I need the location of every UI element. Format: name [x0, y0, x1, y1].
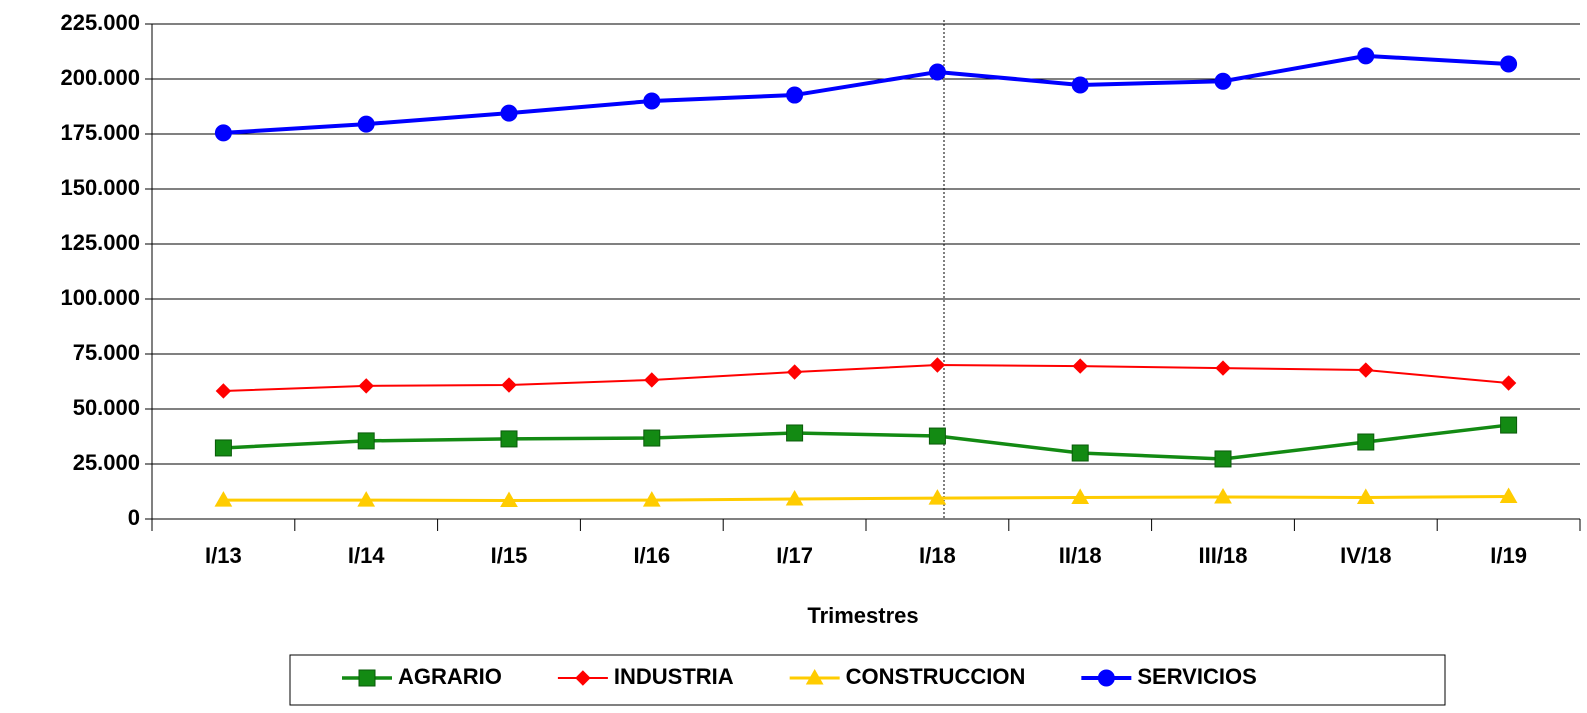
x-tick-label: II/18 [1059, 543, 1102, 568]
x-axis-title: Trimestres [807, 603, 918, 628]
data-point [358, 378, 374, 394]
y-tick-label: 175.000 [60, 120, 140, 145]
data-point [1500, 55, 1518, 73]
data-point [1357, 47, 1375, 65]
y-tick-label: 100.000 [60, 285, 140, 310]
data-point [1072, 358, 1088, 374]
data-point [643, 429, 661, 447]
data-point [786, 364, 803, 380]
data-point [1214, 72, 1232, 90]
x-tick-label: I/17 [776, 543, 813, 568]
data-point [1357, 433, 1375, 451]
data-point [214, 491, 233, 507]
data-point [644, 372, 660, 388]
data-point [1500, 416, 1518, 434]
data-point [643, 92, 661, 110]
data-point [786, 424, 804, 442]
data-point [786, 86, 804, 104]
data-point [1214, 450, 1232, 468]
data-point [929, 357, 946, 373]
y-tick-label: 0 [128, 505, 140, 530]
data-point [357, 432, 375, 450]
data-point [928, 489, 947, 505]
series-line [223, 423, 1509, 461]
data-point [1215, 360, 1231, 376]
series-line [223, 495, 1509, 503]
data-point [214, 439, 232, 457]
x-tick-label: I/15 [491, 543, 528, 568]
data-point [1356, 488, 1375, 504]
data-point [357, 115, 375, 133]
data-point [1358, 362, 1374, 378]
y-tick-label: 125.000 [60, 230, 140, 255]
y-tick-label: 150.000 [60, 175, 140, 200]
x-tick-label: III/18 [1199, 543, 1248, 568]
x-tick-label: I/16 [633, 543, 670, 568]
legend-label: SERVICIOS [1137, 664, 1256, 689]
legend-label: AGRARIO [398, 664, 502, 689]
data-point [785, 489, 804, 506]
legend-label: CONSTRUCCION [846, 664, 1026, 689]
data-point [642, 491, 661, 507]
data-point [1071, 444, 1089, 462]
data-point [501, 377, 517, 393]
data-point [928, 427, 946, 445]
data-point [500, 491, 518, 508]
x-tick-label: I/14 [348, 543, 385, 568]
y-tick-label: 75.000 [73, 340, 140, 365]
legend-marker [1097, 669, 1115, 687]
x-tick-label: I/19 [1490, 543, 1527, 568]
series-line [223, 53, 1509, 135]
x-tick-label: IV/18 [1340, 543, 1391, 568]
legend-marker [805, 668, 824, 685]
data-point [1214, 487, 1232, 504]
data-point [1500, 375, 1517, 391]
data-point [500, 430, 518, 448]
data-point [1499, 487, 1518, 504]
legend-label: INDUSTRIA [614, 664, 734, 689]
series-line [223, 363, 1509, 392]
data-point [928, 63, 946, 81]
y-tick-label: 200.000 [60, 65, 140, 90]
y-tick-label: 225.000 [60, 10, 140, 35]
legend-marker [575, 670, 591, 686]
data-point [1071, 488, 1090, 504]
data-point [215, 383, 232, 399]
data-point [214, 124, 232, 142]
y-tick-label: 50.000 [73, 395, 140, 420]
y-tick-label: 25.000 [73, 450, 140, 475]
data-point [500, 104, 518, 122]
legend-box [289, 654, 1446, 706]
x-tick-label: I/13 [205, 543, 242, 568]
x-tick-label: I/18 [919, 543, 956, 568]
data-point [1071, 76, 1089, 94]
data-point [357, 491, 376, 507]
legend-marker [358, 669, 376, 687]
